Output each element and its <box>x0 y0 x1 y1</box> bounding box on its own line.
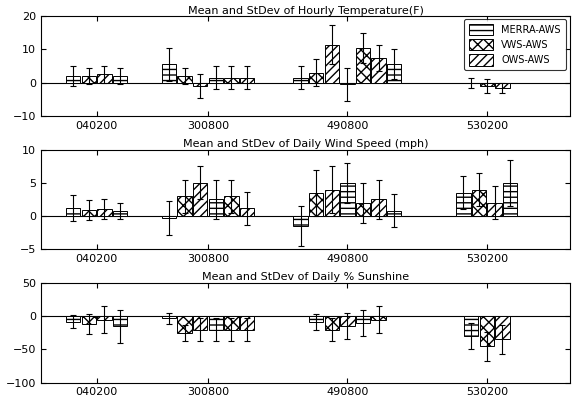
Bar <box>177 316 192 333</box>
Bar <box>372 58 386 83</box>
Bar <box>66 76 80 83</box>
Bar <box>193 183 207 216</box>
Bar <box>162 64 176 83</box>
Bar <box>113 316 127 326</box>
Bar <box>340 83 355 84</box>
Bar <box>224 316 238 330</box>
Bar <box>309 316 323 322</box>
Bar <box>387 64 401 83</box>
Bar <box>372 199 386 216</box>
Bar <box>472 189 486 216</box>
Bar <box>193 83 207 86</box>
Bar <box>356 203 370 216</box>
Bar <box>97 316 112 320</box>
Bar <box>372 316 386 320</box>
Bar <box>356 316 370 323</box>
Bar <box>224 196 238 216</box>
Bar <box>97 74 112 83</box>
Bar <box>82 316 96 324</box>
Bar <box>480 83 494 86</box>
Bar <box>113 212 127 216</box>
Bar <box>177 76 192 83</box>
Bar <box>480 316 494 346</box>
Bar <box>82 76 96 83</box>
Title: Mean and StDev of Daily Wind Speed (mph): Mean and StDev of Daily Wind Speed (mph) <box>183 139 429 149</box>
Bar <box>113 76 127 83</box>
Bar <box>309 73 323 83</box>
Bar <box>325 44 339 83</box>
Bar <box>97 209 112 216</box>
Bar <box>82 210 96 216</box>
Bar <box>464 316 479 336</box>
Bar <box>209 199 223 216</box>
Bar <box>240 78 254 83</box>
Bar <box>325 189 339 216</box>
Bar <box>456 193 471 216</box>
Bar <box>487 203 502 216</box>
Bar <box>240 208 254 216</box>
Bar <box>209 316 223 330</box>
Bar <box>162 316 176 318</box>
Title: Mean and StDev of Daily % Sunshine: Mean and StDev of Daily % Sunshine <box>202 272 409 283</box>
Bar <box>224 78 238 83</box>
Bar <box>356 48 370 83</box>
Bar <box>387 211 401 216</box>
Bar <box>177 196 192 216</box>
Bar <box>66 208 80 216</box>
Bar <box>293 216 308 226</box>
Bar <box>193 316 207 330</box>
Bar <box>495 316 510 339</box>
Bar <box>209 78 223 83</box>
Bar <box>495 83 510 87</box>
Bar <box>340 316 355 326</box>
Bar <box>309 193 323 216</box>
Bar <box>340 183 355 216</box>
Bar <box>293 78 308 83</box>
Title: Mean and StDev of Hourly Temperature(F): Mean and StDev of Hourly Temperature(F) <box>188 6 423 16</box>
Bar <box>66 316 80 322</box>
Bar <box>240 316 254 330</box>
Bar <box>162 216 176 218</box>
Bar <box>503 183 517 216</box>
Legend: MERRA-AWS, VWS-AWS, OWS-AWS: MERRA-AWS, VWS-AWS, OWS-AWS <box>464 19 566 71</box>
Bar <box>325 316 339 330</box>
